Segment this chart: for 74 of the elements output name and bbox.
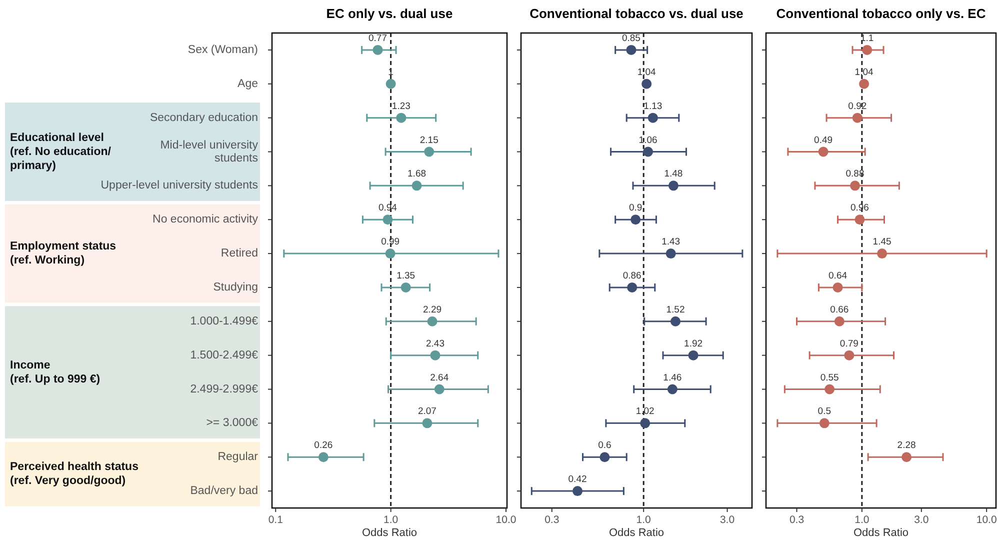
x-tick-label: 10.0	[496, 514, 516, 526]
y-tick-label: Regular	[218, 451, 258, 464]
data-label: 0.77	[368, 32, 387, 44]
x-tick-label: 3.0	[720, 514, 735, 526]
text: Educational level (ref. No education/ primary)	[10, 132, 112, 172]
chart-title: EC only vs. dual use	[326, 6, 453, 21]
y-tick-label: Retired	[220, 248, 258, 260]
x-tick-label: 0.3	[544, 514, 560, 526]
data-label: 0.99	[381, 236, 400, 248]
data-label: 1.04	[637, 66, 656, 78]
data-label: 1.13	[644, 100, 662, 112]
data-label: 1.46	[663, 372, 682, 384]
y-tick-label: No economic activity	[152, 214, 258, 226]
y-tick-label: 2.499-2.999€	[190, 383, 259, 396]
x-tick-label: 10.0	[976, 514, 997, 526]
x-tick-label: 3.0	[914, 514, 929, 526]
y-tick-label: >= 3.000€	[206, 417, 259, 430]
data-label: 0.42	[568, 474, 587, 486]
x-tick-label: 1.0	[854, 514, 870, 526]
data-label: 0.5	[818, 406, 832, 418]
y-tick-label: 1.000-1.499€	[190, 315, 259, 328]
data-label: 0.66	[830, 304, 849, 316]
data-label: 0.86	[622, 270, 642, 282]
data-label: 1.1	[860, 32, 874, 44]
x-axis-title: Odds Ratio	[608, 527, 664, 539]
data-label: 2.29	[423, 304, 442, 316]
x-tick-label: 1.0	[384, 514, 398, 526]
data-label: 2.43	[426, 338, 444, 350]
data-label: 1.45	[872, 236, 892, 248]
chart-title: Conventional tobacco vs. dual use	[530, 6, 744, 21]
data-label: 1.23	[392, 100, 410, 112]
data-label: 1.68	[408, 168, 426, 180]
data-label: 0.79	[840, 338, 858, 350]
data-label: 0.6	[598, 440, 612, 452]
x-tick-label: 0.1	[268, 514, 284, 526]
x-tick-label: 0.3	[789, 514, 804, 526]
data-label: 2.15	[420, 134, 438, 146]
data-label: 1.02	[636, 406, 654, 418]
data-label: 0.94	[378, 202, 397, 214]
data-label: 1.43	[662, 236, 680, 248]
data-label: 2.64	[430, 372, 449, 384]
y-tick-label: 1.500-2.499€	[190, 349, 259, 362]
y-tick-label: Bad/very bad	[190, 485, 258, 498]
data-label: 0.88	[846, 168, 864, 180]
y-tick-label: Age	[238, 78, 258, 90]
y-tick-label: Mid-level university students	[160, 139, 258, 164]
data-label: 0.85	[622, 32, 640, 44]
data-label: 1.48	[664, 168, 683, 180]
data-label: 1	[388, 66, 394, 78]
x-axis-title: Odds Ratio	[362, 527, 418, 539]
data-label: 1.92	[684, 338, 703, 350]
y-tick-label: Sex (Woman)	[188, 44, 258, 56]
chart-title: Conventional tobacco only vs. EC	[776, 6, 986, 21]
data-label: 0.26	[314, 440, 333, 452]
data-label: 0.92	[848, 100, 867, 112]
data-label: 1.35	[396, 270, 416, 282]
data-label: 1.52	[666, 304, 685, 316]
y-tick-label: Studying	[213, 281, 258, 294]
data-label: 0.9	[628, 202, 642, 214]
data-label: 2.07	[418, 406, 436, 418]
y-tick-label: Upper-level university students	[100, 180, 258, 192]
text: Income (ref. Up to 999 €)	[10, 359, 100, 386]
y-tick-label: Secondary education	[150, 112, 258, 124]
x-axis-title: Odds Ratio	[853, 527, 909, 539]
text: Perceived health status (ref. Very good/good)	[10, 461, 138, 488]
data-label: 1.06	[638, 134, 658, 146]
x-tick-label: 1.0	[636, 514, 652, 526]
data-label: 0.96	[850, 202, 869, 214]
text: Employment status (ref. Working)	[10, 240, 116, 267]
data-label: 0.55	[820, 372, 839, 384]
data-label: 0.64	[828, 270, 848, 282]
data-label: 2.28	[897, 440, 916, 452]
data-label: 0.49	[814, 134, 833, 146]
data-label: 1.04	[854, 66, 874, 78]
